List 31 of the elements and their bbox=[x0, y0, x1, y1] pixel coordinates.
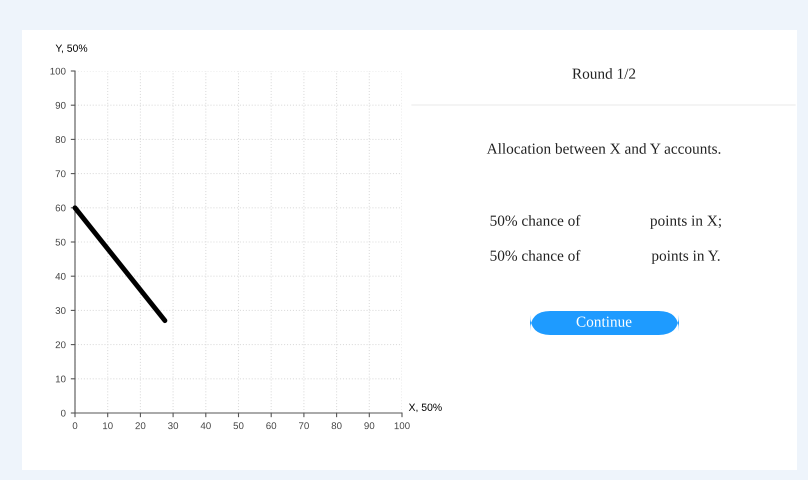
text: 50% chance of bbox=[490, 214, 580, 226]
y-tick-label: 40 bbox=[55, 272, 66, 280]
x-tick-label: 10 bbox=[103, 422, 113, 430]
y-tick-label: 50 bbox=[56, 238, 66, 246]
y-tick-label: 70 bbox=[56, 170, 66, 178]
x-tick-label: 20 bbox=[135, 422, 146, 430]
text: Allocation between X and Y accounts. bbox=[486, 143, 720, 154]
x-tick-label: 30 bbox=[168, 422, 178, 430]
x-tick-label: 50 bbox=[233, 422, 244, 430]
text: 50% chance of bbox=[490, 250, 580, 261]
text: points in Y. bbox=[652, 250, 720, 264]
x-tick-label: 0 bbox=[72, 422, 78, 430]
y-tick-label: 80 bbox=[56, 136, 66, 144]
y-tick-label: 30 bbox=[56, 307, 66, 314]
y-tick-label: 20 bbox=[56, 341, 66, 348]
x-tick-label: 90 bbox=[364, 422, 374, 430]
x-tick-label: 80 bbox=[332, 422, 342, 430]
x-tick-label: 40 bbox=[200, 422, 211, 430]
text: Round 1/2 bbox=[572, 68, 636, 79]
y-tick-label: 0 bbox=[60, 410, 66, 417]
text: Continue bbox=[576, 316, 632, 327]
x-axis-title: X, 50% bbox=[408, 404, 442, 412]
x-tick-label: 60 bbox=[266, 422, 276, 430]
y-tick-label: 90 bbox=[56, 102, 66, 109]
y-axis-title: Y, 50% bbox=[56, 44, 88, 54]
x-tick-label: 70 bbox=[298, 422, 309, 430]
y-tick-label: 100 bbox=[50, 68, 66, 75]
text: points in X; bbox=[650, 216, 721, 229]
y-tick-label: 60 bbox=[56, 204, 66, 212]
y-tick-label: 10 bbox=[56, 376, 66, 382]
x-tick-label: 100 bbox=[394, 422, 410, 430]
